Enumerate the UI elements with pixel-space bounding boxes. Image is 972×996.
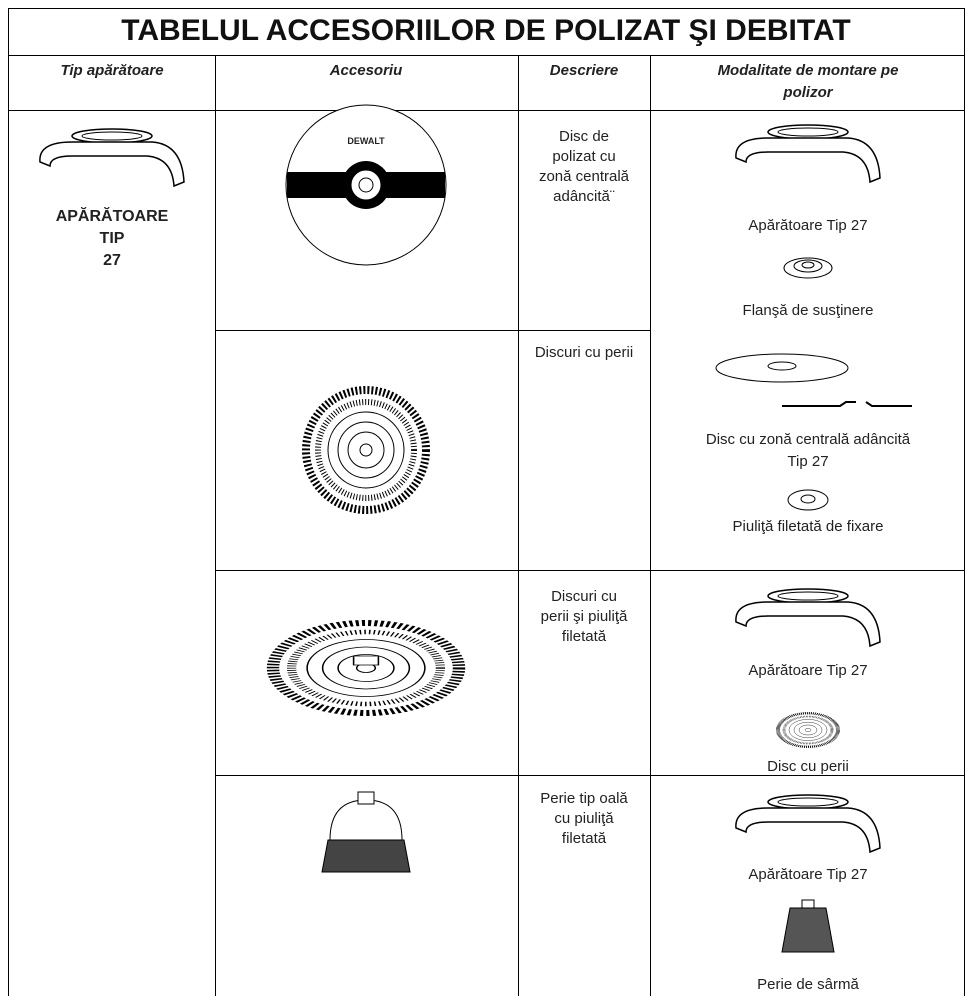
- mounting-label: Tip 27: [787, 453, 829, 470]
- header: polizor: [783, 84, 833, 101]
- guard-icon: [39, 128, 185, 187]
- mounting-label: Apărătoare Tip 27: [748, 217, 868, 234]
- mounting-label: Apărătoare Tip 27: [748, 866, 868, 883]
- header: Tip apărătoare: [60, 62, 164, 79]
- description: filetată: [561, 628, 607, 645]
- mounting-label: Disc cu perii: [767, 758, 849, 775]
- brush-disc-icon: [306, 390, 426, 510]
- mounting-label: Apărătoare Tip 27: [748, 662, 868, 679]
- description: zonă centrală: [538, 168, 630, 185]
- mounting-label: Flanşă de susţinere: [742, 302, 874, 319]
- header: Accesoriu: [329, 62, 403, 79]
- description: polizat cu: [552, 148, 616, 165]
- wire-brush-icon: [781, 899, 835, 953]
- mounting-label: Piuliţă filetată de fixare: [732, 518, 884, 535]
- mounting-label: Disc cu zonă centrală adâncită: [705, 431, 911, 448]
- description: filetată: [561, 830, 607, 847]
- guard-label: TIP: [99, 230, 125, 247]
- cup-brush-icon: [321, 791, 411, 873]
- depressed-disc-icon: [715, 353, 912, 407]
- disc-icon: [285, 104, 447, 266]
- flange-icon: [783, 257, 833, 279]
- title: TABELUL ACCESORIILOR DE POLIZAT ŞI DEBIT…: [121, 14, 851, 47]
- guard-label: APĂRĂTOARE: [55, 208, 169, 225]
- brush-icon: [776, 711, 840, 749]
- description: Discuri cu: [551, 588, 617, 605]
- brand: DEWALT: [347, 136, 385, 146]
- description: Perie tip oală: [540, 790, 628, 807]
- brush-nut-icon: [273, 623, 459, 713]
- description: adâncită¨: [553, 188, 615, 205]
- guard-icon: [735, 588, 881, 647]
- guard-label: 27: [103, 252, 121, 269]
- description: Discuri cu perii: [534, 344, 634, 361]
- description: cu piuliţă: [554, 810, 614, 827]
- description: perii şi piuliţă: [540, 608, 628, 625]
- header: Descriere: [549, 62, 619, 79]
- guard-icon: [735, 124, 881, 183]
- mounting-label: Perie de sârmă: [757, 976, 859, 993]
- nut-icon: [787, 489, 829, 511]
- description: Disc de: [558, 128, 610, 145]
- guard-icon: [735, 794, 881, 853]
- header: Modalitate de montare pe: [717, 62, 899, 79]
